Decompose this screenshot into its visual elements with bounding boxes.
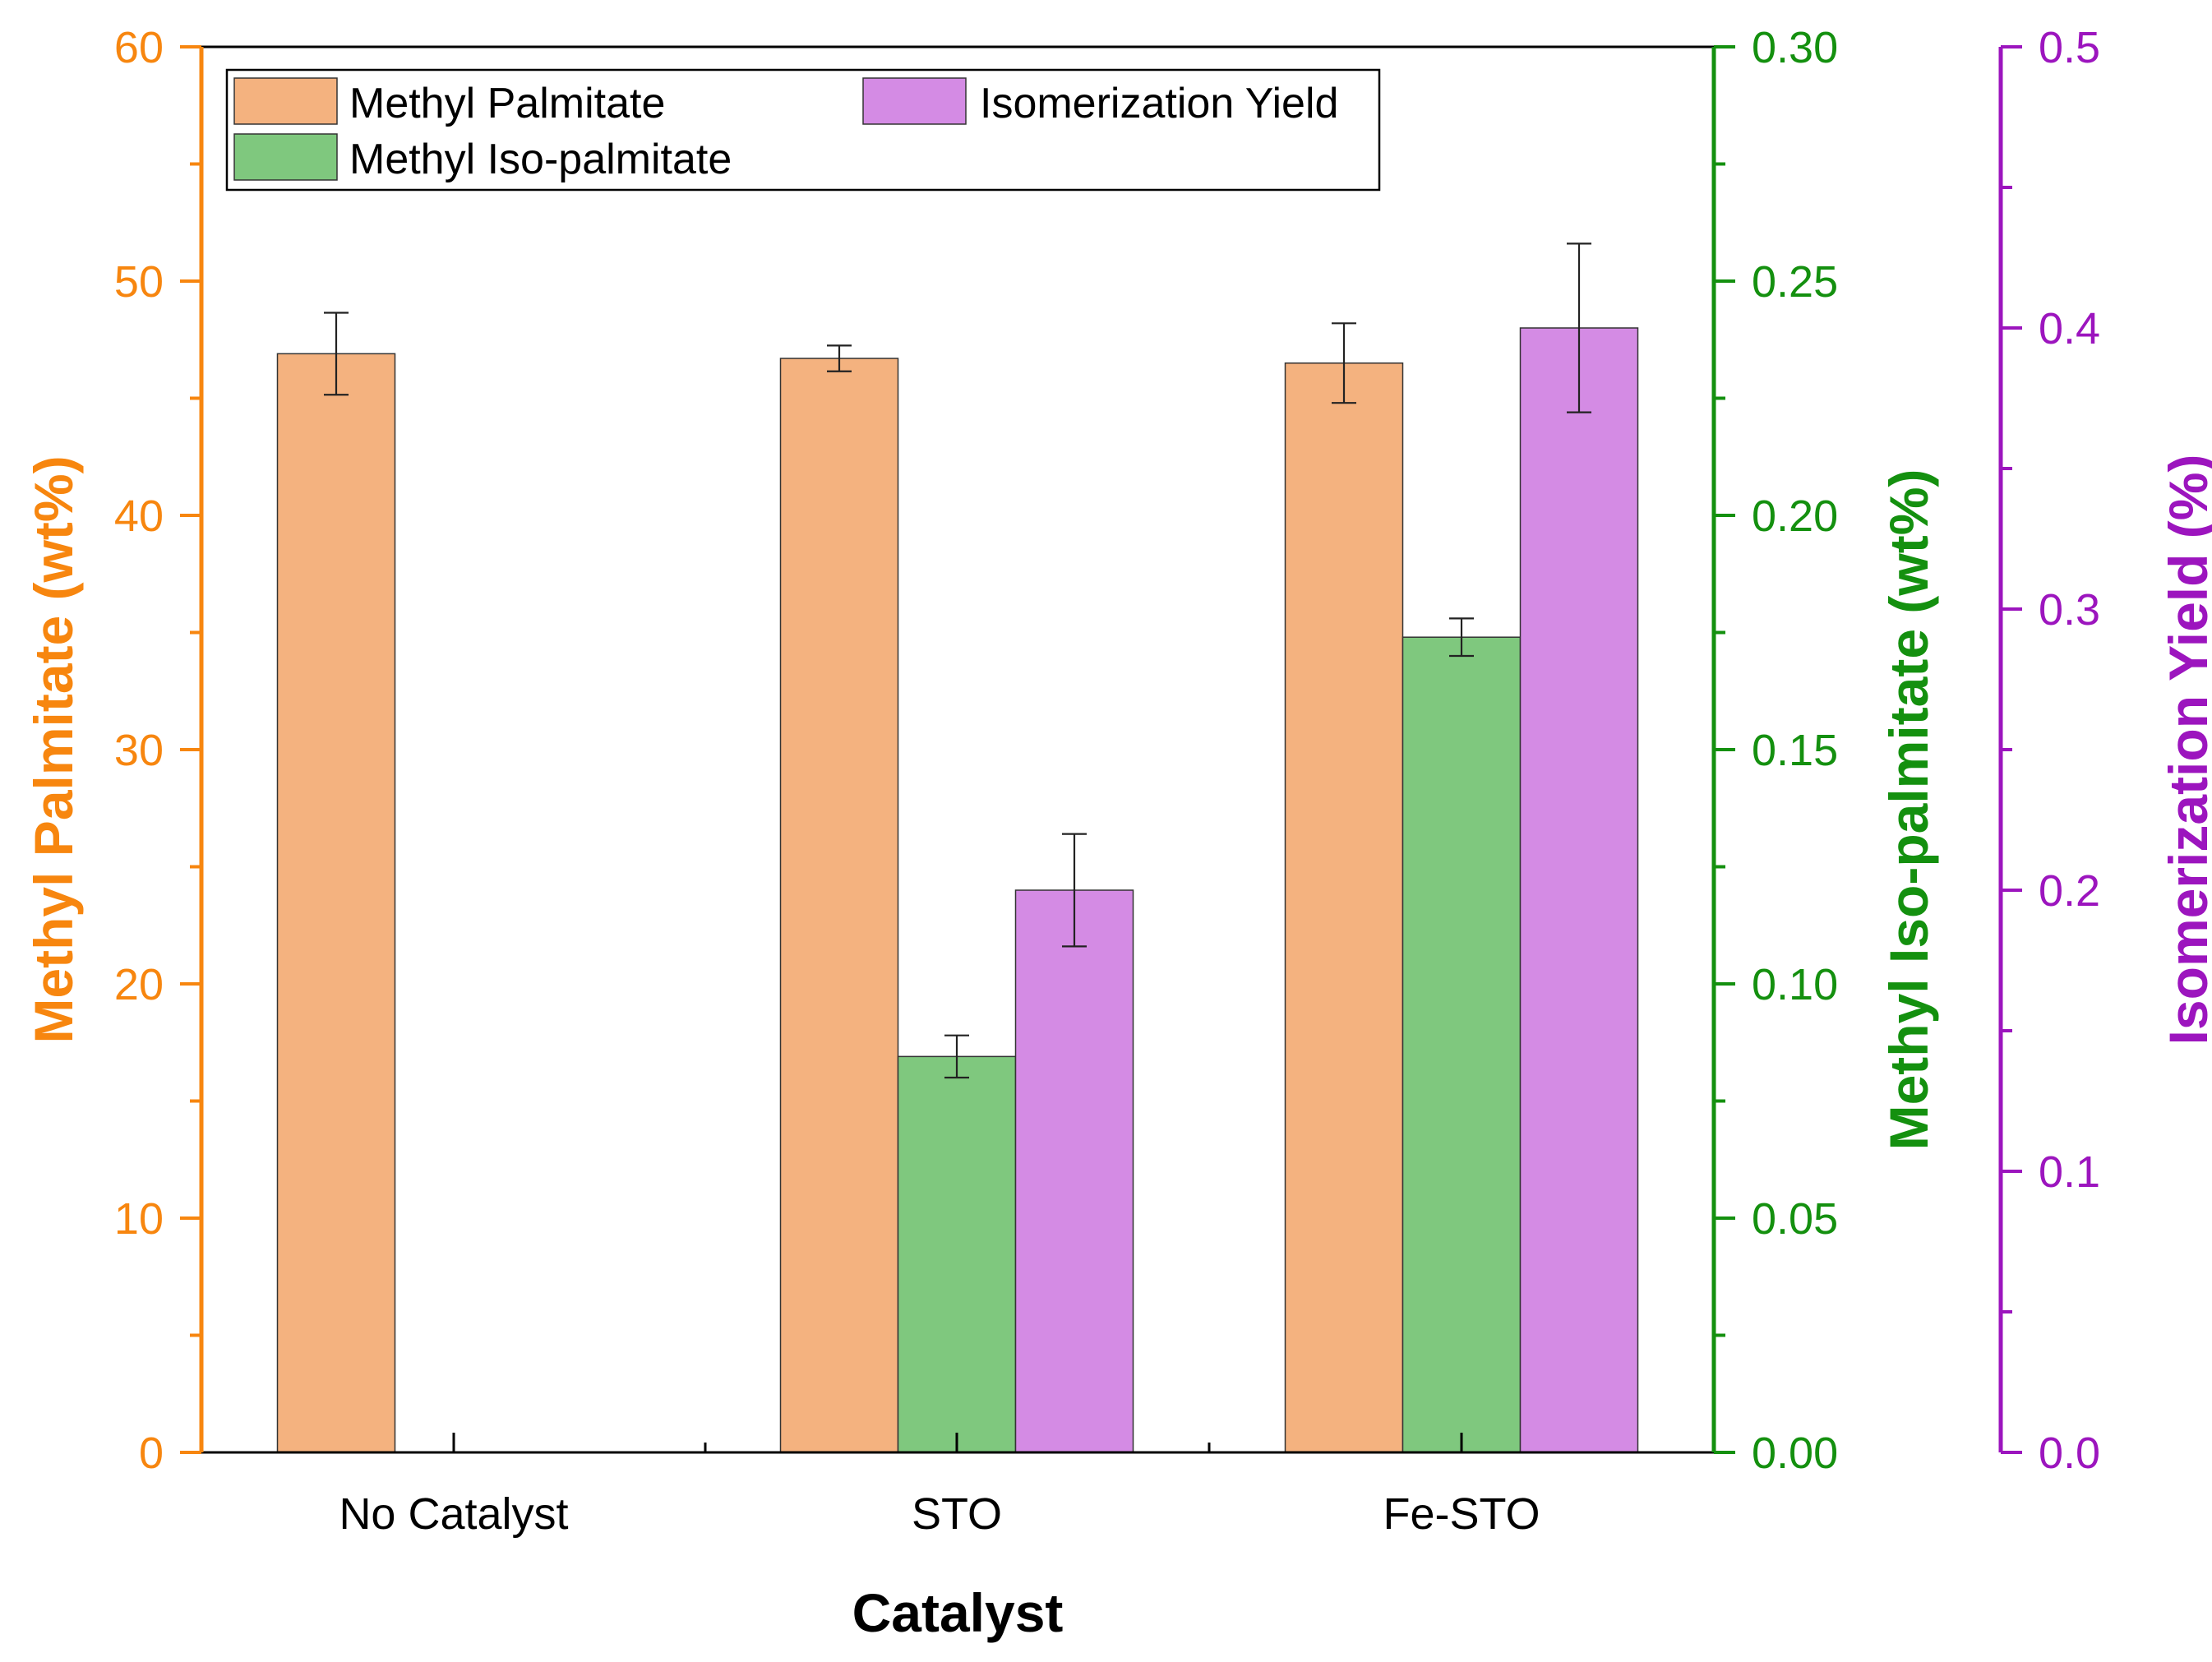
bar-methyl-palmitate-fe-sto: [1284, 362, 1404, 1453]
error-bar-methyl-palmitate-no-catalyst: [324, 312, 349, 396]
right-axis-tick-label: 0.0: [2039, 1429, 2100, 1478]
mid-axis-tick-label: 0.20: [1752, 492, 1838, 541]
legend: Methyl Palmitate Isomerization Yield Met…: [225, 68, 1381, 192]
right-axis-tick-label: 0.4: [2039, 304, 2100, 353]
left-axis-tick-label: 10: [114, 1194, 164, 1244]
right-axis-tick-label: 0.3: [2039, 585, 2100, 635]
left-axis-tick-label: 40: [114, 492, 164, 541]
left-axis-tick-label: 30: [114, 726, 164, 775]
mid-axis-tick-label: 0.15: [1752, 726, 1838, 775]
right-axis-tick-label: 0.5: [2039, 23, 2100, 72]
left-axis-tick-label: 50: [114, 257, 164, 307]
mid-axis-title: Methyl Iso-palmitate (wt%): [1878, 469, 1939, 1151]
error-bar-methyl-iso-palmitate-fe-sto: [1449, 617, 1474, 658]
error-bar-methyl-palmitate-fe-sto: [1332, 322, 1356, 404]
error-bar-isomerization-yield-sto: [1062, 833, 1087, 948]
bar-isomerization-yield-fe-sto: [1519, 327, 1639, 1453]
mid-axis-tick-label: 0.05: [1752, 1194, 1838, 1244]
mid-axis-tick-label: 0.30: [1752, 23, 1838, 72]
mid-axis-tick-label: 0.25: [1752, 257, 1838, 307]
legend-swatch-methyl-palmitate: [233, 77, 338, 125]
left-axis-tick-label: 0: [139, 1429, 164, 1478]
legend-label-isomerization-yield: Isomerization Yield: [980, 80, 1338, 127]
right-axis-tick-label: 0.1: [2039, 1147, 2100, 1197]
right-axis-title: Isomerization Yield (%): [2158, 455, 2212, 1046]
legend-swatch-isomerization-yield: [862, 77, 967, 125]
legend-label-methyl-palmitate: Methyl Palmitate: [349, 80, 665, 127]
ticks-layer: 0 10 20 30 40 50 60 0.00 0.05 0.10 0.15 0.20 0.25 0.3…: [114, 23, 2100, 1478]
x-tick-no-catalyst: No Catalyst: [339, 1489, 568, 1539]
left-axis-tick-label: 60: [114, 23, 164, 72]
bars-layer: [276, 242, 1639, 1453]
bar-isomerization-yield-sto: [1014, 889, 1134, 1453]
bar-methyl-iso-palmitate-fe-sto: [1402, 636, 1522, 1453]
mid-axis-tick-label: 0.10: [1752, 960, 1838, 1009]
x-tick-sto: STO: [912, 1489, 1002, 1539]
bar-methyl-palmitate-no-catalyst: [276, 353, 396, 1453]
mid-axis-tick-label: 0.00: [1752, 1429, 1838, 1478]
legend-swatch-methyl-iso-palmitate: [233, 133, 338, 181]
bar-methyl-palmitate-sto: [779, 358, 899, 1453]
bar-methyl-iso-palmitate-sto: [897, 1055, 1017, 1453]
right-axis-tick-label: 0.2: [2039, 866, 2100, 916]
left-axis-tick-label: 20: [114, 960, 164, 1009]
x-tick-fe-sto: Fe-STO: [1383, 1489, 1540, 1539]
error-bar-methyl-iso-palmitate-sto: [944, 1034, 969, 1079]
error-bar-methyl-palmitate-sto: [827, 344, 852, 372]
legend-label-methyl-iso-palmitate: Methyl Iso-palmitate: [349, 136, 732, 183]
left-axis-title: Methyl Palmitate (wt%): [23, 455, 84, 1043]
x-axis-title: Catalyst: [852, 1582, 1064, 1643]
error-bar-isomerization-yield-fe-sto: [1567, 242, 1591, 413]
legend-box: [225, 68, 1381, 192]
